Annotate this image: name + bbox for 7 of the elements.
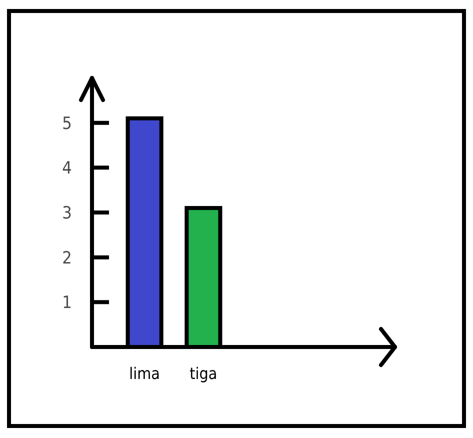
y-tick-label: 1 <box>62 293 72 314</box>
y-tick-label: 2 <box>62 248 72 268</box>
y-tick-label: 4 <box>62 158 72 179</box>
y-tick-label: 3 <box>62 203 72 224</box>
x-tick-label: tiga <box>190 364 218 383</box>
x-tick-label: lima <box>129 364 160 383</box>
y-tick-label: 5 <box>62 114 72 134</box>
